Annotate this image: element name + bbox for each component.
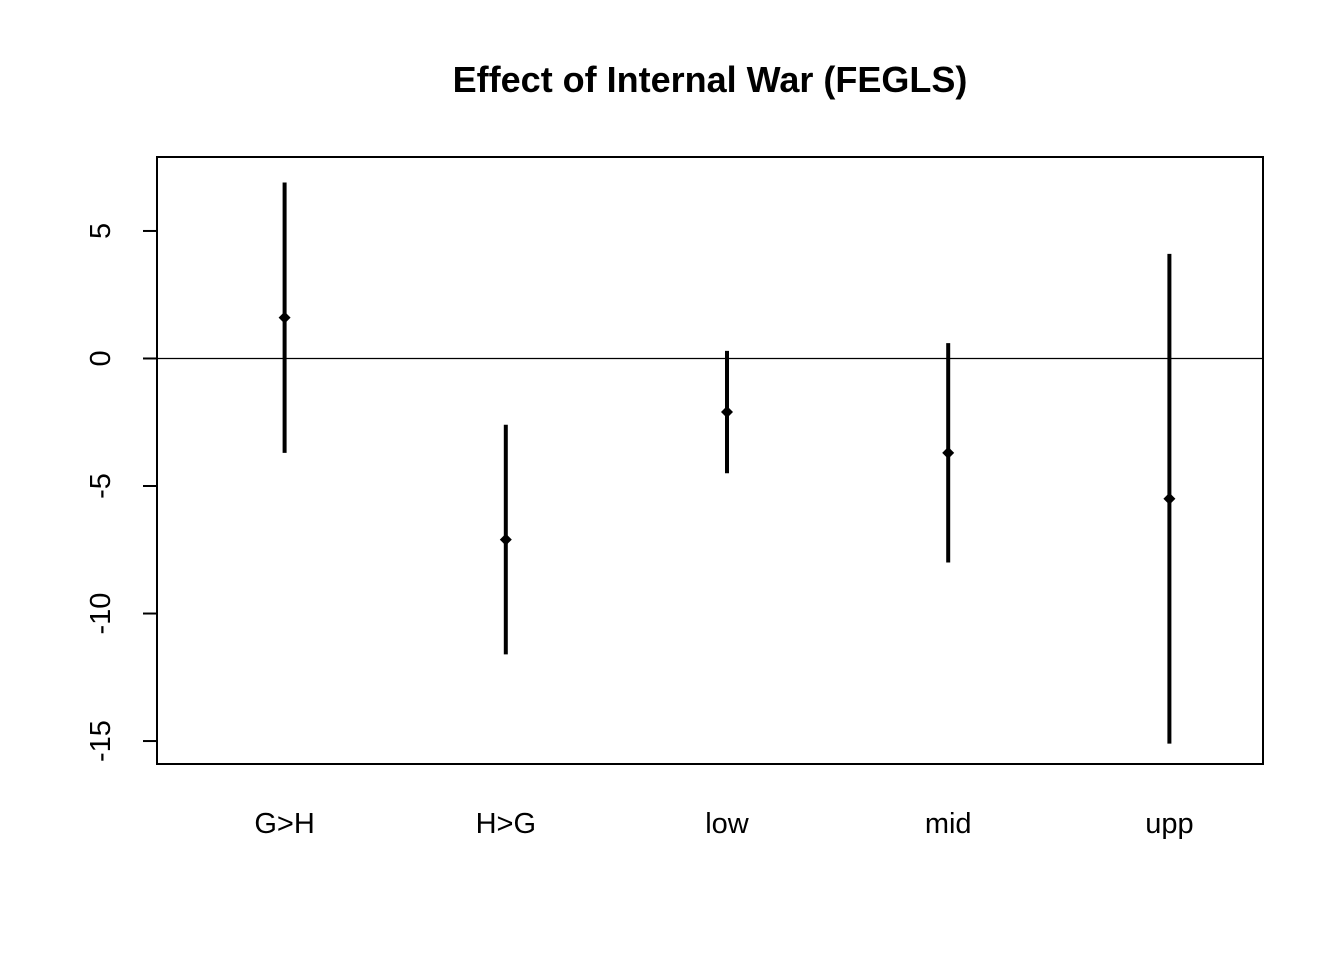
- y-tick-label: 0: [85, 350, 117, 366]
- y-axis: 5 0 -5 -10 -15: [85, 223, 157, 762]
- y-tick-label: -5: [85, 473, 117, 499]
- chart-title: Effect of Internal War (FEGLS): [453, 59, 968, 100]
- point-estimate: [721, 406, 733, 419]
- x-category-label: mid: [925, 808, 972, 840]
- x-category-label: upp: [1145, 808, 1193, 840]
- x-axis-labels: G>H H>G low mid upp: [254, 808, 1193, 840]
- x-category-label: low: [705, 808, 750, 840]
- plot-frame: [156, 156, 1264, 765]
- x-category-label: G>H: [254, 808, 314, 840]
- series-intervals: [278, 182, 1176, 744]
- point-estimate: [942, 446, 955, 459]
- y-tick-label: -10: [85, 593, 117, 635]
- point-estimate: [278, 311, 291, 324]
- y-tick-label: 5: [85, 223, 117, 239]
- point-estimate: [499, 533, 512, 546]
- point-estimate: [1163, 492, 1176, 505]
- x-category-label: H>G: [476, 808, 536, 840]
- y-tick-label: -15: [85, 720, 117, 762]
